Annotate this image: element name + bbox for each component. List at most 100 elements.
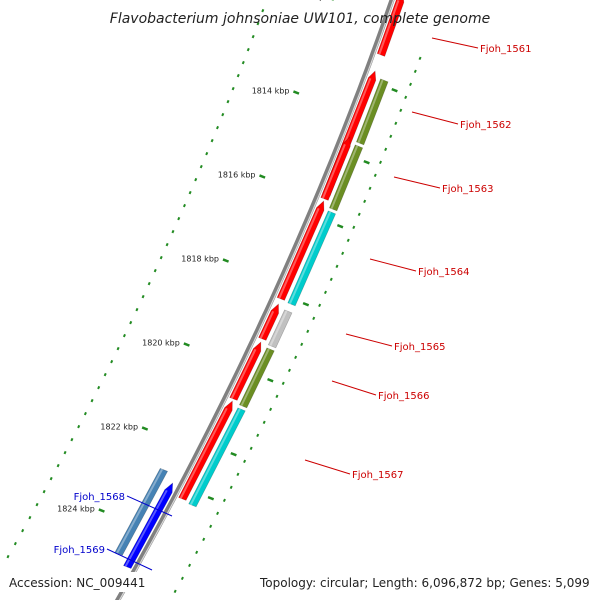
inner-dot [103, 372, 107, 377]
inner-dot [70, 437, 74, 442]
inner-dot [129, 320, 133, 325]
scale-tick-label: 1822 kbp [100, 422, 138, 431]
gene-label[interactable]: Fjoh_1563 [442, 184, 493, 195]
cog-bar-fjoh-1566 [238, 347, 275, 409]
cds-forward-1-highlight [378, 0, 400, 55]
inner-dot [90, 398, 94, 403]
cog-bar-fjoh-1565 [267, 309, 293, 349]
outer-dot [202, 537, 206, 542]
gene-labels: Fjoh_1561 Fjoh_1562 Fjoh_1563 Fjoh_1564 Fjoh… [54, 37, 531, 571]
gene-leader-line [126, 495, 173, 517]
cog-bar-fjoh-1568-highlight [116, 468, 164, 554]
gene-leader-line [106, 548, 153, 571]
inner-dot [194, 177, 198, 182]
inner-dot [21, 528, 25, 533]
inner-dot [261, 8, 265, 13]
outer-dot [236, 472, 240, 477]
inner-dot [182, 203, 186, 208]
scale-tick [292, 90, 300, 95]
cog-bar-fjoh-1564 [287, 210, 336, 307]
gene-label[interactable]: Fjoh_1569 [54, 545, 105, 556]
outer-dot [335, 264, 339, 269]
footer-left-bg [0, 572, 170, 592]
cog-bar-fjoh-1568 [114, 468, 169, 556]
gene-label[interactable]: Fjoh_1565 [394, 342, 445, 353]
cog-bar-fjoh-1562-highlight [357, 79, 384, 144]
inner-dot [141, 294, 145, 299]
outer-dot [256, 433, 260, 438]
inner-dot [171, 229, 175, 234]
cds-forward-3 [320, 136, 351, 201]
outer-dot [318, 303, 322, 308]
inner-dot [122, 333, 126, 338]
cds-forward-7 [178, 400, 233, 501]
inner-dot [241, 60, 245, 65]
feature-tick [302, 301, 310, 307]
feature-tick [391, 87, 398, 93]
feature-tick [267, 377, 274, 383]
inner-dot [56, 463, 60, 468]
cog-bar-fjoh-1565-highlight [269, 310, 288, 347]
outer-dot [222, 498, 226, 503]
gene-label[interactable]: Fjoh_1568 [74, 492, 125, 503]
outer-dot [229, 485, 233, 490]
inner-dot [221, 112, 225, 117]
inner-dot [110, 359, 114, 364]
gene-leader-line [411, 111, 459, 125]
dotted-guide-lines [6, 8, 422, 594]
gene-leader-line [345, 333, 393, 347]
footer-right-bg [256, 572, 600, 592]
cds-forward-5 [258, 303, 279, 341]
gene-leader-line [431, 37, 479, 49]
cds-forward-6 [229, 341, 262, 401]
gene-label[interactable]: Fjoh_1561 [480, 44, 531, 55]
outer-dot [243, 459, 247, 464]
inner-dot [28, 515, 32, 520]
scale-tick-label: 1816 kbp [218, 170, 256, 179]
outer-dot [352, 225, 356, 230]
scale-tick [259, 174, 266, 179]
outer-dot [418, 56, 422, 61]
outer-dot [368, 186, 372, 191]
cog-bar-fjoh-1567 [188, 407, 246, 508]
outer-dot [363, 199, 367, 204]
scale-tick [98, 508, 105, 513]
outer-dot [413, 69, 417, 74]
scale-tick-label: 1818 kbp [181, 254, 219, 263]
backbone-highlight [118, 0, 395, 600]
outer-dot [281, 381, 285, 386]
cog-bar-fjoh-1564-highlight [288, 211, 332, 305]
scale-tick [222, 258, 230, 263]
outer-dot [379, 160, 383, 165]
inner-dot [159, 255, 163, 260]
inner-dot [256, 21, 260, 26]
gene-label[interactable]: Fjoh_1564 [418, 267, 469, 278]
scale-tick [141, 426, 149, 431]
inner-dot [13, 541, 17, 546]
feature-tick [336, 223, 344, 229]
cog-bar-fjoh-1563-highlight [330, 145, 359, 210]
outer-dot [188, 563, 192, 568]
cds-reverse-1 [123, 482, 174, 569]
inner-dot [215, 125, 220, 130]
inner-dot [135, 307, 139, 312]
inner-dot [42, 489, 46, 494]
gene-leader-line [393, 176, 441, 189]
gene-features [113, 0, 405, 587]
accession-text: Accession: NC_009441 [9, 576, 145, 590]
gene-label[interactable]: Fjoh_1567 [352, 470, 403, 481]
outer-dot [287, 368, 291, 373]
gene-leader-line [331, 380, 377, 396]
inner-dot [210, 138, 214, 143]
outer-dot [180, 576, 184, 581]
inner-dot [246, 47, 250, 52]
scale-tick [183, 342, 190, 347]
gene-label[interactable]: Fjoh_1562 [460, 120, 511, 131]
gene-label[interactable]: Fjoh_1566 [378, 391, 429, 402]
inner-dot [231, 86, 235, 91]
inner-dot [35, 502, 39, 507]
cds-forward-7-highlight [179, 407, 228, 499]
cds-forward-4 [276, 200, 325, 301]
inner-dot [77, 424, 81, 429]
outer-dot [269, 407, 273, 412]
